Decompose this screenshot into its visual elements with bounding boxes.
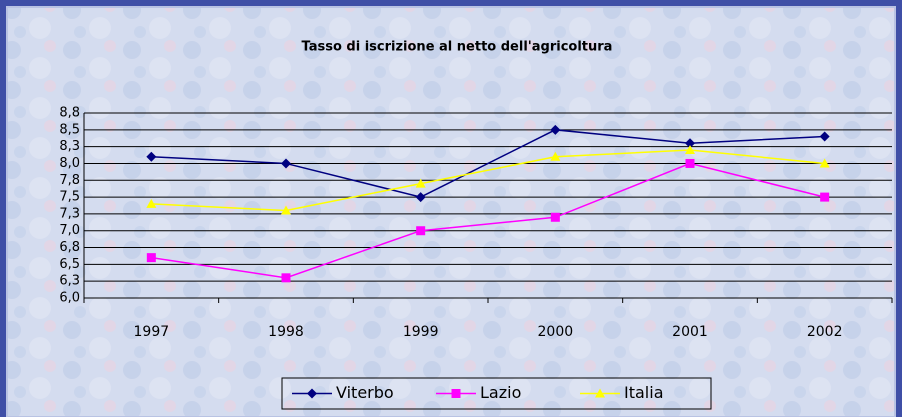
point <box>820 192 830 202</box>
y-tick-label: 6,8 <box>59 240 80 255</box>
x-tick-label: 1998 <box>268 324 304 340</box>
legend-label: Italia <box>624 383 664 402</box>
y-tick-label: 7,3 <box>59 206 80 221</box>
x-tick-label: 2001 <box>672 324 708 340</box>
y-tick-label: 7,5 <box>59 190 80 205</box>
x-tick-label: 1999 <box>403 324 439 340</box>
y-tick-label: 8,5 <box>59 122 80 137</box>
legend-marker <box>595 388 605 398</box>
point <box>550 124 561 135</box>
y-tick-label: 6,3 <box>59 274 80 289</box>
y-tick-label: 6,5 <box>59 257 80 272</box>
x-tick-label: 1997 <box>134 324 170 340</box>
point <box>146 151 157 162</box>
point <box>416 226 426 236</box>
legend-marker <box>307 388 317 399</box>
point <box>415 178 426 188</box>
point <box>685 138 695 149</box>
point <box>281 273 291 283</box>
x-tick-label: 2002 <box>807 324 843 340</box>
point <box>281 158 291 169</box>
point <box>550 212 560 222</box>
chart-area <box>6 6 896 417</box>
point <box>415 192 426 203</box>
point <box>685 145 695 154</box>
y-tick-label: 7,0 <box>59 223 80 238</box>
x-tick-label: 2000 <box>538 324 574 340</box>
series-line <box>151 149 825 212</box>
point <box>146 198 157 208</box>
point <box>819 131 830 142</box>
series-line <box>151 129 825 198</box>
y-tick-label: 6,0 <box>59 291 80 306</box>
series-line <box>151 162 825 279</box>
point <box>550 151 561 161</box>
legend <box>281 377 712 410</box>
point <box>146 253 156 263</box>
legend-marker <box>451 389 461 398</box>
y-tick-label: 8,3 <box>59 139 80 154</box>
legend-label: Lazio <box>480 383 521 402</box>
y-tick-label: 8,0 <box>59 156 80 171</box>
point <box>281 205 291 215</box>
y-tick-label: 7,8 <box>59 173 80 188</box>
legend-label: Viterbo <box>336 383 394 402</box>
chart-title: Tasso di iscrizione al netto dell'agrico… <box>302 40 613 55</box>
point <box>819 158 830 168</box>
point <box>685 158 695 168</box>
y-tick-label: 8,8 <box>59 106 80 121</box>
